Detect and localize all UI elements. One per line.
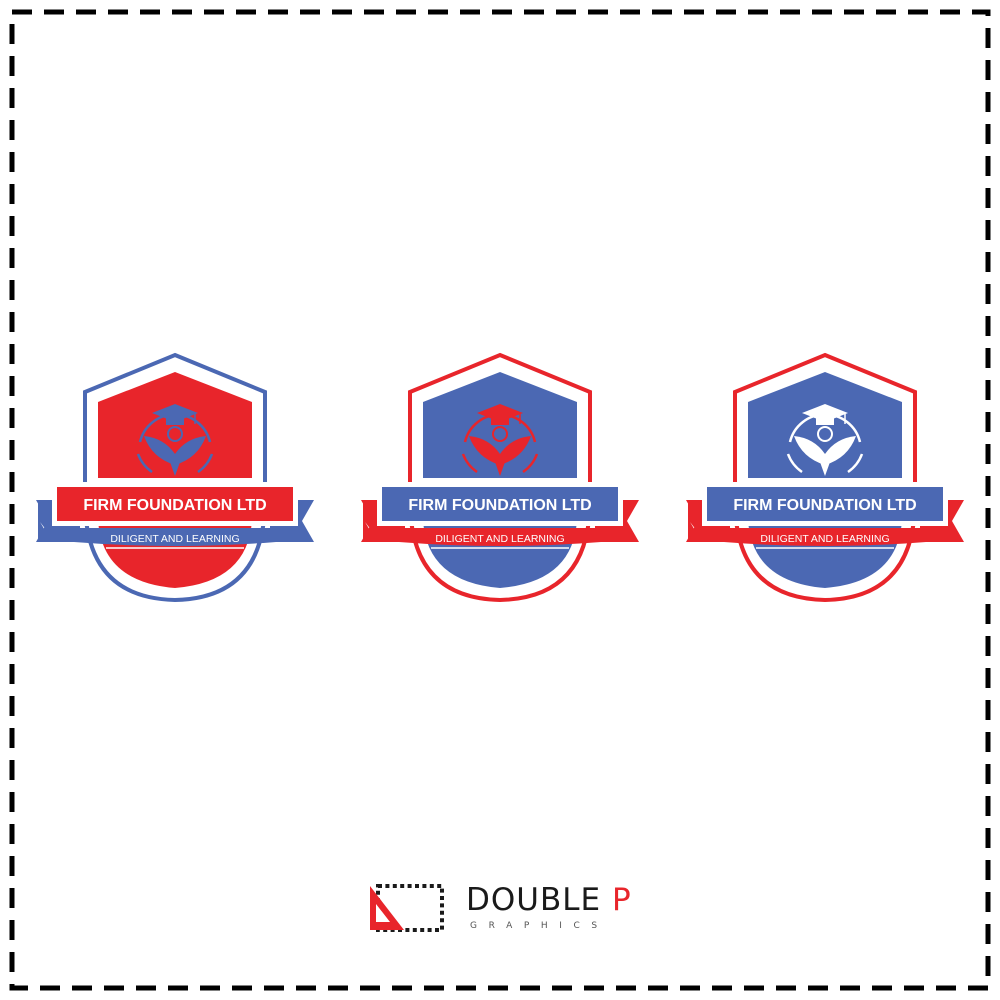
badge-title: FIRM FOUNDATION LTD: [83, 497, 266, 514]
graduation-cap-book-icon: [461, 404, 539, 476]
badge-shield: FIRM FOUNDATION LTD DILIGENT AND LEARNING: [361, 352, 639, 603]
brand-first: DOUBLE: [466, 882, 602, 918]
brand-subtitle: GRAPHICS: [470, 921, 609, 931]
title-banner-fill: [57, 487, 293, 521]
graduation-cap-book-icon: [786, 404, 864, 476]
badge-tagline: DILIGENT AND LEARNING: [435, 533, 564, 545]
badge-title: FIRM FOUNDATION LTD: [733, 497, 916, 514]
badge-tagline: DILIGENT AND LEARNING: [110, 533, 239, 545]
ribbon-band: [724, 528, 926, 546]
double-p-logo-icon: [370, 884, 444, 932]
graduation-cap-book-icon: [136, 404, 214, 476]
title-banner-fill: [707, 487, 943, 521]
double-p-graphics-logo: DOUBLE P GRAPHICS: [360, 876, 650, 946]
badge-shield: FIRM FOUNDATION LTD DILIGENT AND LEARNING: [686, 352, 964, 603]
brand-name: DOUBLE P: [466, 882, 632, 918]
badge-blue-white-emblem: FIRM FOUNDATION LTD DILIGENT AND LEARNING: [680, 350, 970, 610]
badge-red: FIRM FOUNDATION LTD DILIGENT AND LEARNING: [30, 350, 320, 610]
ribbon-band: [399, 528, 601, 546]
badge-title: FIRM FOUNDATION LTD: [408, 497, 591, 514]
ribbon-band: [74, 528, 276, 546]
title-banner-fill: [382, 487, 618, 521]
badge-tagline: DILIGENT AND LEARNING: [760, 533, 889, 545]
brand-last: P: [611, 882, 632, 918]
badge-shield: FIRM FOUNDATION LTD DILIGENT AND LEARNING: [36, 352, 314, 603]
badge-blue-red-emblem: FIRM FOUNDATION LTD DILIGENT AND LEARNING: [355, 350, 645, 610]
